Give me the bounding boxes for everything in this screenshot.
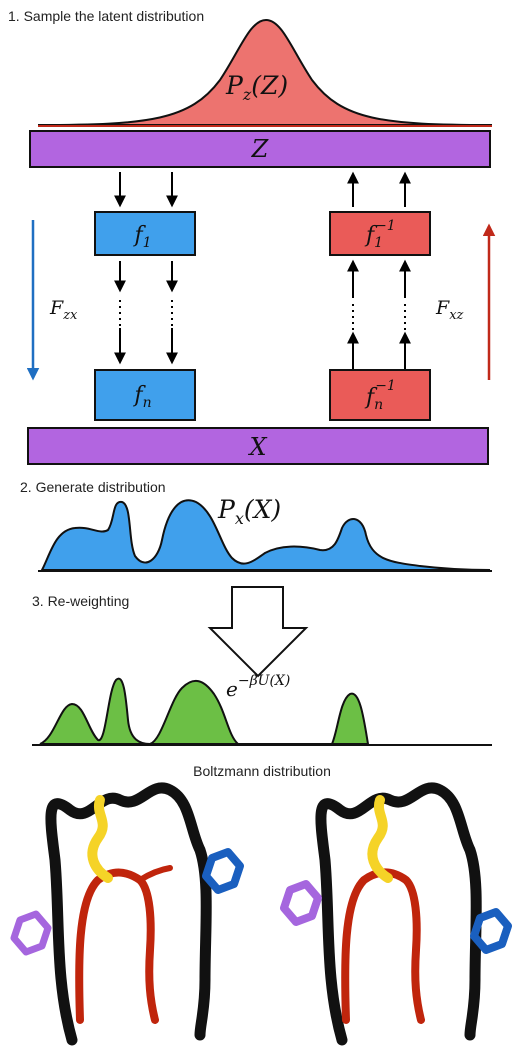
latent-bar-label: Z — [251, 135, 270, 163]
molecule-yellow-group — [367, 795, 393, 883]
molecule-red-chain — [341, 868, 425, 1024]
inverse-block-f1 — [329, 211, 431, 256]
molecule-left — [10, 782, 244, 1046]
forward-block-fn — [94, 369, 196, 421]
latent-gaussian-curve — [37, 18, 493, 126]
inverse-block-f1-label: f1−1 — [364, 218, 396, 251]
data-bar — [27, 427, 489, 465]
molecule-black-backbone — [45, 782, 212, 1046]
molecule-yellow-group — [87, 795, 113, 883]
reweighting-arrow — [207, 586, 309, 678]
molecule-blue-ring — [470, 908, 512, 954]
inverse-map-label: Fxz — [435, 297, 464, 323]
inverse-block-fn-label: fn−1 — [364, 378, 396, 413]
data-bar-label: X — [247, 433, 267, 461]
molecule-purple-ring — [10, 910, 52, 956]
generated-distribution-curve — [40, 499, 491, 571]
boltzmann-label: Boltzmann distribution — [193, 763, 331, 779]
boltzmann-weight-label: e−βU(X) — [226, 673, 290, 701]
forward-block-f1 — [94, 211, 196, 256]
step3-label: 3. Re-weighting — [32, 593, 129, 609]
reweighted-distribution-curve — [39, 677, 370, 746]
forward-map-label: Fzx — [49, 297, 78, 323]
molecule-red-chain — [75, 868, 159, 1024]
inverse-block-fn — [329, 369, 431, 421]
step1-label: 1. Sample the latent distribution — [8, 8, 204, 24]
latent-bar — [29, 130, 491, 168]
molecule-right — [280, 782, 512, 1046]
molecule-blue-ring — [202, 848, 244, 894]
molecule-purple-ring — [280, 880, 322, 926]
step2-label: 2. Generate distribution — [20, 479, 166, 495]
latent-distribution-label: Pz(Z) — [225, 71, 288, 104]
molecule-red-branch — [137, 865, 173, 883]
generated-distribution-label: Px(X) — [217, 495, 281, 528]
